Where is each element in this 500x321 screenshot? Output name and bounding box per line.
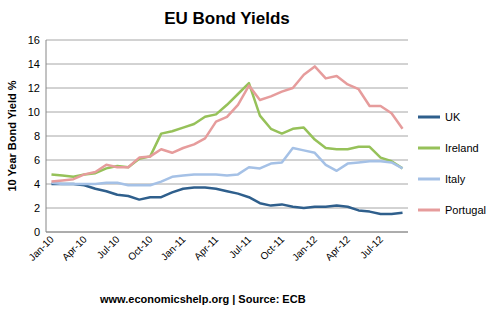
series-line <box>51 184 402 214</box>
grid-line <box>46 160 408 161</box>
legend-label: Ireland <box>445 142 479 154</box>
y-tick-label: 6 <box>34 154 40 166</box>
source: www.economicshelp.org | Source: ECB <box>99 293 306 305</box>
legend-label: Portugal <box>445 204 486 216</box>
legend-label: Italy <box>445 173 466 185</box>
x-tick-label: Apr-12 <box>323 233 352 262</box>
y-tick-label: 8 <box>34 130 40 142</box>
x-tick-label: Jul-11 <box>227 233 254 260</box>
x-tick-label: Jan-11 <box>159 233 188 262</box>
y-tick-label: 0 <box>34 226 40 238</box>
y-axis-label: 10 Year Bond Yield % <box>6 80 18 191</box>
y-axis <box>46 40 47 232</box>
x-tick-label: Jul-12 <box>358 233 385 260</box>
legend-swatch <box>418 116 440 119</box>
grid-line <box>46 136 408 137</box>
x-tick-label: Jan-12 <box>290 233 320 263</box>
series-line <box>51 66 402 181</box>
chart-container: EU Bond Yields 0 2 4 6 8 10 12 14 16 10 Year Bond … <box>0 0 500 321</box>
x-tick-label: Jan-10 <box>26 233 56 263</box>
x-tick-label: Apr-10 <box>60 233 89 262</box>
x-tick-label: Oct-11 <box>258 233 287 262</box>
plot-area <box>51 66 402 214</box>
y-tick-label: 16 <box>28 34 40 46</box>
y-tick-label: 12 <box>28 82 40 94</box>
y-tick-label: 4 <box>34 178 40 190</box>
grid-line <box>46 232 408 233</box>
grid-line <box>46 40 408 41</box>
x-tick-label: Jul-10 <box>95 233 122 260</box>
y-tick-label: 14 <box>28 58 40 70</box>
x-axis <box>46 232 408 233</box>
legend-swatch <box>418 209 440 212</box>
legend-swatch <box>418 147 440 150</box>
x-tick-label: Apr-11 <box>192 233 221 262</box>
title: EU Bond Yields <box>164 9 290 28</box>
y-tick-label: 2 <box>34 202 40 214</box>
legend-swatch <box>418 178 440 181</box>
grid-line <box>46 112 408 113</box>
y-tick-label: 10 <box>28 106 40 118</box>
x-tick-label: Oct-10 <box>126 233 155 262</box>
chart: EU Bond Yields 0 2 4 6 8 10 12 14 16 10 Year Bond … <box>0 0 500 321</box>
grid-line <box>46 64 408 65</box>
legend-label: UK <box>445 111 461 123</box>
